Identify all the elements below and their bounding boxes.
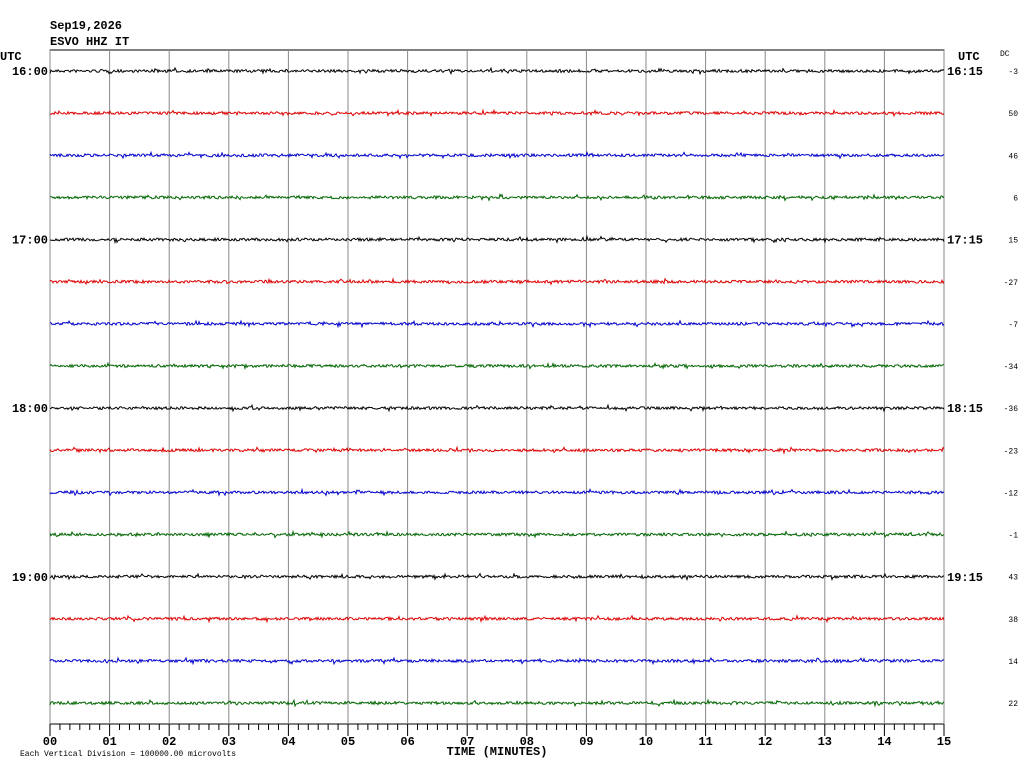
trace bbox=[49, 234, 945, 245]
plot-frame bbox=[49, 49, 945, 725]
right-time-label: 18:15 bbox=[947, 402, 983, 416]
dc-value: -23 bbox=[1004, 447, 1019, 456]
x-tick-label: 00 bbox=[43, 735, 57, 749]
trace bbox=[49, 108, 945, 118]
x-tick-label: 02 bbox=[162, 735, 176, 749]
right-time-label: 16:15 bbox=[947, 65, 983, 79]
left-time-label: 18:00 bbox=[12, 402, 48, 416]
dc-value: 38 bbox=[1008, 616, 1018, 625]
x-tick-label: 06 bbox=[400, 735, 414, 749]
x-tick-label: 11 bbox=[698, 735, 712, 749]
trace bbox=[49, 698, 945, 708]
dc-value: 14 bbox=[1008, 658, 1018, 667]
dc-value: 15 bbox=[1008, 237, 1018, 246]
station: ESVO HHZ IT bbox=[50, 35, 129, 49]
x-tick-label: 08 bbox=[520, 735, 534, 749]
x-tick-label: 13 bbox=[818, 735, 832, 749]
right-time-label: 17:15 bbox=[947, 234, 983, 248]
dc-label: DC bbox=[1000, 50, 1010, 59]
trace bbox=[49, 487, 945, 497]
date: Sep19,2026 bbox=[50, 19, 122, 33]
dc-value: 50 bbox=[1008, 110, 1018, 119]
dc-value: -3 bbox=[1008, 68, 1018, 77]
x-tick-label: 04 bbox=[281, 735, 295, 749]
trace bbox=[49, 319, 945, 329]
trace bbox=[49, 192, 945, 202]
x-tick-label: 14 bbox=[877, 735, 891, 749]
trace bbox=[49, 66, 945, 76]
x-tick-label: 05 bbox=[341, 735, 355, 749]
trace bbox=[49, 529, 945, 539]
dc-value: -34 bbox=[1004, 363, 1019, 372]
dc-value: -27 bbox=[1004, 279, 1019, 288]
x-tick-label: 07 bbox=[460, 735, 474, 749]
trace bbox=[49, 403, 945, 413]
right-unit: UTC bbox=[958, 50, 980, 64]
dc-value: 22 bbox=[1008, 700, 1018, 709]
dc-value: -7 bbox=[1008, 321, 1018, 330]
right-time-label: 19:15 bbox=[947, 571, 983, 585]
trace bbox=[49, 656, 945, 666]
trace bbox=[49, 361, 944, 371]
left-time-label: 17:00 bbox=[12, 234, 48, 248]
left-time-label: 19:00 bbox=[12, 571, 48, 585]
x-tick-label: 12 bbox=[758, 735, 772, 749]
x-tick-label: 10 bbox=[639, 735, 653, 749]
trace bbox=[49, 277, 945, 286]
trace bbox=[49, 614, 945, 624]
x-tick-label: 09 bbox=[579, 735, 593, 749]
trace bbox=[49, 445, 945, 455]
dc-value: -36 bbox=[1004, 405, 1019, 414]
x-tick-label: 15 bbox=[937, 735, 951, 749]
dc-value: 6 bbox=[1013, 195, 1018, 204]
dc-value: 43 bbox=[1008, 574, 1018, 583]
x-tick-label: 03 bbox=[222, 735, 236, 749]
left-unit: UTC bbox=[0, 50, 22, 64]
footer-note: Each Vertical Division = 100000.00 micro… bbox=[20, 750, 236, 759]
x-tick-label: 01 bbox=[102, 735, 116, 749]
dc-value: 46 bbox=[1008, 152, 1018, 161]
x-axis-title: TIME (MINUTES) bbox=[447, 745, 548, 759]
trace bbox=[49, 150, 945, 160]
dc-value: -1 bbox=[1008, 532, 1018, 541]
left-time-label: 16:00 bbox=[12, 65, 48, 79]
trace bbox=[49, 572, 945, 582]
dc-value: -12 bbox=[1004, 489, 1019, 498]
